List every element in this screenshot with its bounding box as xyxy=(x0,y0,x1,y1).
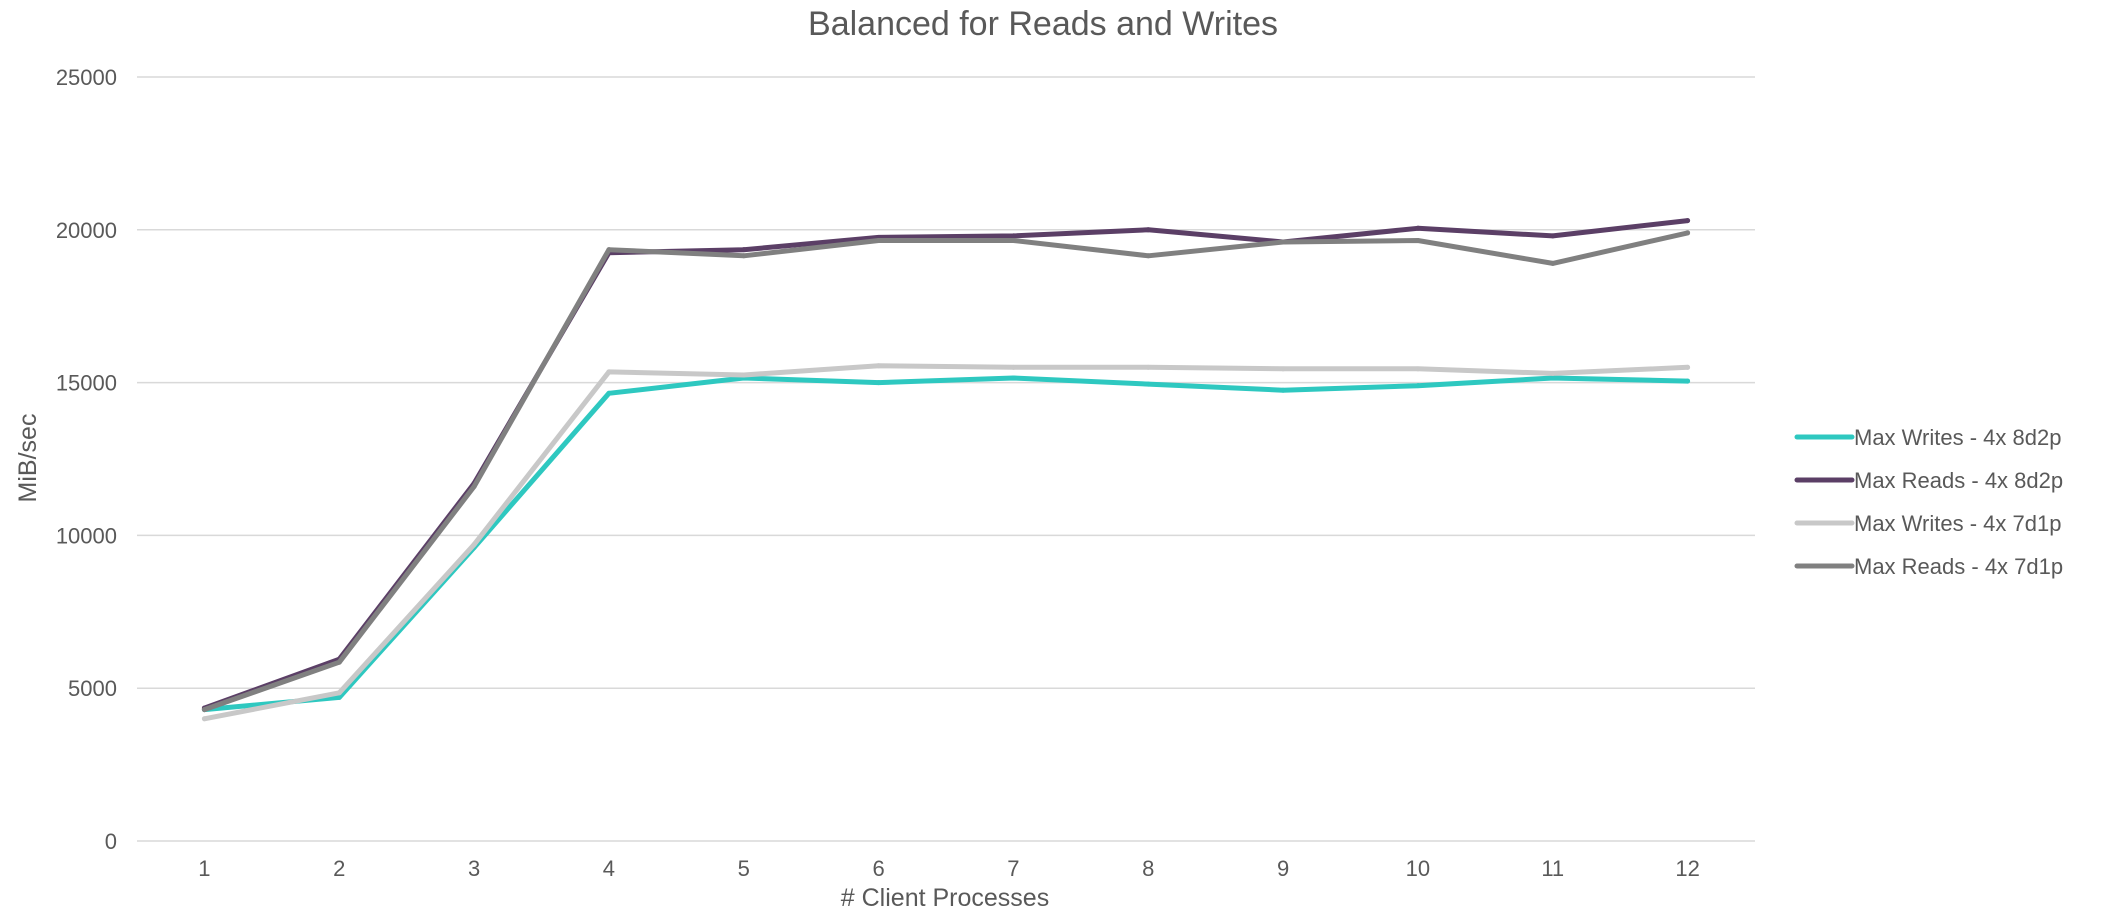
data-point xyxy=(1415,225,1421,231)
data-point xyxy=(201,707,207,713)
data-point xyxy=(1550,233,1556,239)
x-tick-label: 9 xyxy=(1277,856,1289,881)
data-point xyxy=(1010,233,1016,239)
data-point xyxy=(606,390,612,396)
series-line-4 xyxy=(201,230,1691,713)
legend-item: Max Reads - 4x 8d2p xyxy=(1794,468,2063,493)
x-axis-label: # Client Processes xyxy=(841,884,1049,912)
y-axis-ticks: 0 5000 10000 15000 20000 25000 xyxy=(56,65,117,854)
data-point xyxy=(1010,237,1016,243)
x-tick-label: 7 xyxy=(1007,856,1019,881)
y-tick-label: 15000 xyxy=(56,371,117,396)
data-point xyxy=(741,247,747,253)
data-point xyxy=(876,237,882,243)
data-point xyxy=(471,484,477,490)
data-point xyxy=(1415,237,1421,243)
legend-label: Max Writes - 4x 8d2p xyxy=(1854,425,2061,450)
x-tick-label: 5 xyxy=(738,856,750,881)
data-point xyxy=(1550,260,1556,266)
chart-title: Balanced for Reads and Writes xyxy=(808,5,1278,43)
data-point xyxy=(606,247,612,253)
data-point xyxy=(741,253,747,259)
series-line-3 xyxy=(201,363,1691,722)
data-point xyxy=(1145,253,1151,259)
legend-label: Max Writes - 4x 7d1p xyxy=(1854,511,2061,536)
data-point xyxy=(1280,239,1286,245)
data-point xyxy=(1145,381,1151,387)
y-tick-label: 10000 xyxy=(56,523,117,548)
data-point xyxy=(606,369,612,375)
data-point xyxy=(336,659,342,665)
legend-label: Max Reads - 4x 7d1p xyxy=(1854,554,2063,579)
x-tick-label: 4 xyxy=(603,856,615,881)
legend-item: Max Writes - 4x 7d1p xyxy=(1794,511,2061,536)
gridlines xyxy=(137,76,1755,842)
data-point xyxy=(1685,218,1691,224)
x-tick-label: 6 xyxy=(872,856,884,881)
data-point xyxy=(1145,227,1151,233)
y-axis-label: MiB/sec xyxy=(14,414,42,503)
data-point xyxy=(201,716,207,722)
data-point xyxy=(1280,387,1286,393)
x-tick-label: 8 xyxy=(1142,856,1154,881)
x-tick-label: 10 xyxy=(1406,856,1430,881)
x-tick-label: 3 xyxy=(468,856,480,881)
legend-item: Max Reads - 4x 7d1p xyxy=(1794,554,2063,579)
x-tick-label: 2 xyxy=(333,856,345,881)
data-point xyxy=(1280,366,1286,372)
data-point xyxy=(1685,230,1691,236)
x-tick-label: 1 xyxy=(198,856,210,881)
data-point xyxy=(1415,383,1421,389)
data-point xyxy=(1010,364,1016,370)
data-point xyxy=(1685,364,1691,370)
data-point xyxy=(1010,375,1016,381)
y-tick-label: 25000 xyxy=(56,65,117,90)
legend: Max Writes - 4x 8d2p Max Reads - 4x 8d2p M… xyxy=(1794,425,2063,579)
data-point xyxy=(1550,370,1556,376)
legend-item: Max Writes - 4x 8d2p xyxy=(1794,425,2061,450)
data-point xyxy=(741,372,747,378)
legend-label: Max Reads - 4x 8d2p xyxy=(1854,468,2063,493)
data-point xyxy=(1550,375,1556,381)
x-tick-label: 11 xyxy=(1541,856,1564,881)
data-point xyxy=(1145,364,1151,370)
y-tick-label: 20000 xyxy=(56,218,117,243)
data-point xyxy=(471,542,477,548)
y-tick-label: 0 xyxy=(105,829,117,854)
series-lines xyxy=(201,218,1691,722)
data-point xyxy=(876,363,882,369)
series-line-2 xyxy=(201,218,1691,711)
data-point xyxy=(876,380,882,386)
data-point xyxy=(336,690,342,696)
x-tick-label: 12 xyxy=(1675,856,1699,881)
x-axis-ticks: 1 2 3 4 5 6 7 8 9 10 11 12 xyxy=(198,856,1700,881)
y-tick-label: 5000 xyxy=(68,676,117,701)
data-point xyxy=(336,694,342,700)
data-point xyxy=(1415,366,1421,372)
data-point xyxy=(1685,378,1691,384)
